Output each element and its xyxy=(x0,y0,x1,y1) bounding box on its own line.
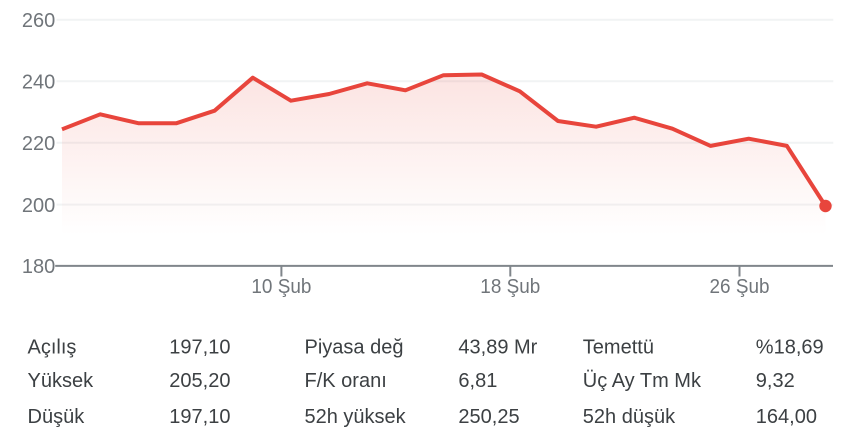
svg-text:200: 200 xyxy=(22,195,55,217)
svg-text:52h yüksek: 52h yüksek xyxy=(305,406,407,428)
svg-text:52h düşük: 52h düşük xyxy=(583,406,676,428)
svg-text:Piyasa değ: Piyasa değ xyxy=(305,336,404,358)
svg-text:10 Şub: 10 Şub xyxy=(251,276,311,298)
svg-text:9,32: 9,32 xyxy=(756,370,795,392)
svg-text:250,25: 250,25 xyxy=(458,406,519,428)
svg-text:164,00: 164,00 xyxy=(756,406,817,428)
svg-text:Yüksek: Yüksek xyxy=(28,370,95,392)
svg-text:Açılış: Açılış xyxy=(28,336,77,358)
svg-text:%18,69: %18,69 xyxy=(756,336,824,358)
svg-text:43,89 Mr: 43,89 Mr xyxy=(458,336,537,358)
svg-text:F/K oranı: F/K oranı xyxy=(305,370,387,392)
svg-text:197,10: 197,10 xyxy=(169,406,230,428)
svg-text:6,81: 6,81 xyxy=(458,370,497,392)
svg-text:260: 260 xyxy=(22,10,55,32)
svg-text:180: 180 xyxy=(22,256,55,278)
svg-text:197,10: 197,10 xyxy=(169,336,230,358)
svg-text:Üç Ay Tm Mk: Üç Ay Tm Mk xyxy=(583,370,702,392)
svg-text:26 Şub: 26 Şub xyxy=(710,276,770,298)
svg-text:220: 220 xyxy=(22,133,55,155)
svg-text:Düşük: Düşük xyxy=(28,406,86,428)
svg-text:240: 240 xyxy=(22,71,55,93)
svg-text:18 Şub: 18 Şub xyxy=(480,276,540,298)
svg-text:205,20: 205,20 xyxy=(169,370,230,392)
svg-text:Temettü: Temettü xyxy=(583,336,654,358)
